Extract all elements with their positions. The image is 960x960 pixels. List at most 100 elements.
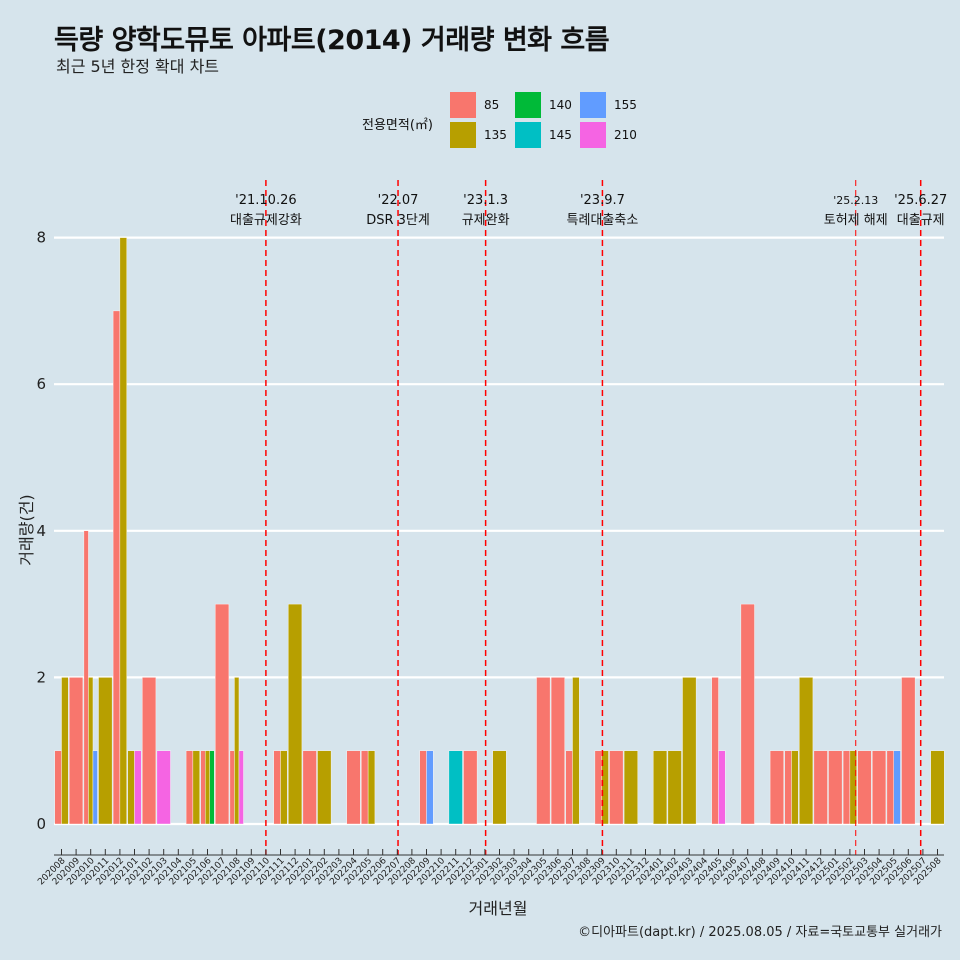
bar-202504-85	[872, 750, 887, 825]
bar-202101-210	[134, 750, 142, 825]
bar-202505-85	[886, 750, 894, 825]
y-tick-label: 0	[36, 815, 46, 833]
bar-202505-155	[893, 750, 901, 825]
legend-item-140: 140	[515, 92, 579, 118]
legend-swatch-145	[515, 122, 541, 148]
bar-202402-135	[667, 750, 682, 825]
bar-202412-85	[813, 750, 828, 825]
bar-202405-210	[718, 750, 726, 825]
bar-202311-135	[623, 750, 638, 825]
legend-label-145: 145	[549, 128, 572, 142]
bar-202410-85	[784, 750, 792, 825]
bar-202106-140	[209, 750, 215, 825]
y-tick-label: 2	[36, 668, 46, 686]
legend-label-85: 85	[484, 98, 500, 112]
y-axis-label: 거래량(건)	[17, 494, 36, 565]
legend-item-85: 85	[450, 92, 514, 118]
bar-202506-85	[901, 677, 916, 825]
policy-label-2: 규제완화	[462, 213, 510, 228]
bar-202508-135	[930, 750, 945, 825]
legend-label-140: 140	[549, 98, 572, 112]
bar-202111-85	[273, 750, 281, 825]
chart-subtitle: 최근 5년 한정 확대 차트	[56, 57, 220, 76]
bar-202108-85	[229, 750, 235, 825]
bar-202307-85	[565, 750, 573, 825]
bars	[54, 237, 945, 825]
policy-label-5: 대출규제	[897, 213, 945, 228]
bar-202309-85	[594, 750, 602, 825]
legend-swatch-210	[580, 122, 606, 148]
legend-item-145: 145	[515, 122, 579, 148]
bar-202008-135	[61, 677, 69, 825]
bar-202010-85	[83, 530, 89, 825]
bar-202106-135	[205, 750, 210, 825]
bar-202302-135	[492, 750, 507, 825]
bar-202502-85	[842, 750, 851, 825]
bar-202108-210	[238, 750, 244, 825]
bar-202502-135	[849, 750, 857, 825]
bar-202307-135	[572, 677, 580, 825]
policy-date-2: '23.1.3	[463, 193, 508, 208]
bar-202407-85	[740, 603, 755, 825]
bar-202403-135	[682, 677, 697, 825]
bar-202111-135	[280, 750, 288, 825]
policy-date-0: '21.10.26	[235, 193, 296, 208]
legend-item-155: 155	[580, 92, 644, 118]
legend-label-155: 155	[614, 98, 637, 112]
bar-202008-85	[54, 750, 62, 825]
bar-202401-135	[653, 750, 668, 825]
bar-202310-85	[609, 750, 624, 825]
bar-202112-135	[288, 603, 303, 825]
bar-202410-135	[791, 750, 799, 825]
bar-202501-85	[828, 750, 843, 825]
bar-202108-135	[234, 677, 240, 825]
bar-202012-85	[112, 310, 121, 825]
policy-date-5: '25.6.27	[894, 193, 947, 208]
bar-202009-85	[69, 677, 84, 825]
bar-202011-135	[98, 677, 113, 825]
legend-swatch-135	[450, 122, 476, 148]
policy-label-1: DSR 3단계	[366, 213, 430, 228]
legend: 전용면적(㎡) 85 135 140 145 155 210	[362, 92, 662, 154]
bar-202201-85	[302, 750, 317, 825]
bar-202212-85	[463, 750, 478, 825]
bar-202411-135	[799, 677, 814, 825]
bar-202102-85	[142, 677, 157, 825]
bar-202202-135	[317, 750, 332, 825]
bar-202405-85	[711, 677, 719, 825]
legend-swatch-140	[515, 92, 541, 118]
bar-202012-135	[119, 237, 127, 825]
policy-lines: '21.10.26 대출규제강화 '22.07 DSR 3단계 '23.1.3 규제완화 '…	[230, 180, 947, 855]
policy-label-4: 토허제 해제	[824, 213, 888, 228]
y-tick-label: 8	[36, 229, 46, 247]
bar-202107-85	[215, 603, 230, 825]
x-axis-label: 거래년월	[469, 899, 528, 918]
policy-label-0: 대출규제강화	[230, 213, 302, 228]
bar-202204-85	[346, 750, 361, 825]
bar-202309-135	[601, 750, 609, 825]
bar-202010-135	[88, 677, 94, 825]
bar-202010-155	[92, 750, 98, 825]
policy-date-3: '23.9.7	[580, 193, 625, 208]
legend-item-135: 135	[450, 122, 514, 148]
source-caption: ©디아파트(dapt.kr) / 2025.08.05 / 자료=국토교통부 실…	[578, 925, 942, 940]
legend-label-135: 135	[484, 128, 507, 142]
bar-202105-135	[192, 750, 200, 825]
y-tick-label: 4	[36, 522, 46, 540]
legend-item-210: 210	[580, 122, 644, 148]
policy-label-3: 특례대출축소	[567, 213, 639, 228]
policy-date-1: '22.07	[378, 193, 419, 208]
legend-label-210: 210	[614, 128, 637, 142]
bar-202205-135	[367, 750, 376, 825]
bar-202205-85	[361, 750, 369, 825]
bar-202409-85	[769, 750, 784, 825]
legend-swatch-155	[580, 92, 606, 118]
bar-202305-85	[536, 677, 551, 825]
bar-202106-85	[200, 750, 206, 825]
bar-202306-85	[550, 677, 565, 825]
bar-202105-85	[185, 750, 194, 825]
bar-202209-85	[419, 750, 427, 825]
bar-202103-210	[156, 750, 171, 825]
policy-date-4: '25.2.13	[833, 194, 878, 207]
